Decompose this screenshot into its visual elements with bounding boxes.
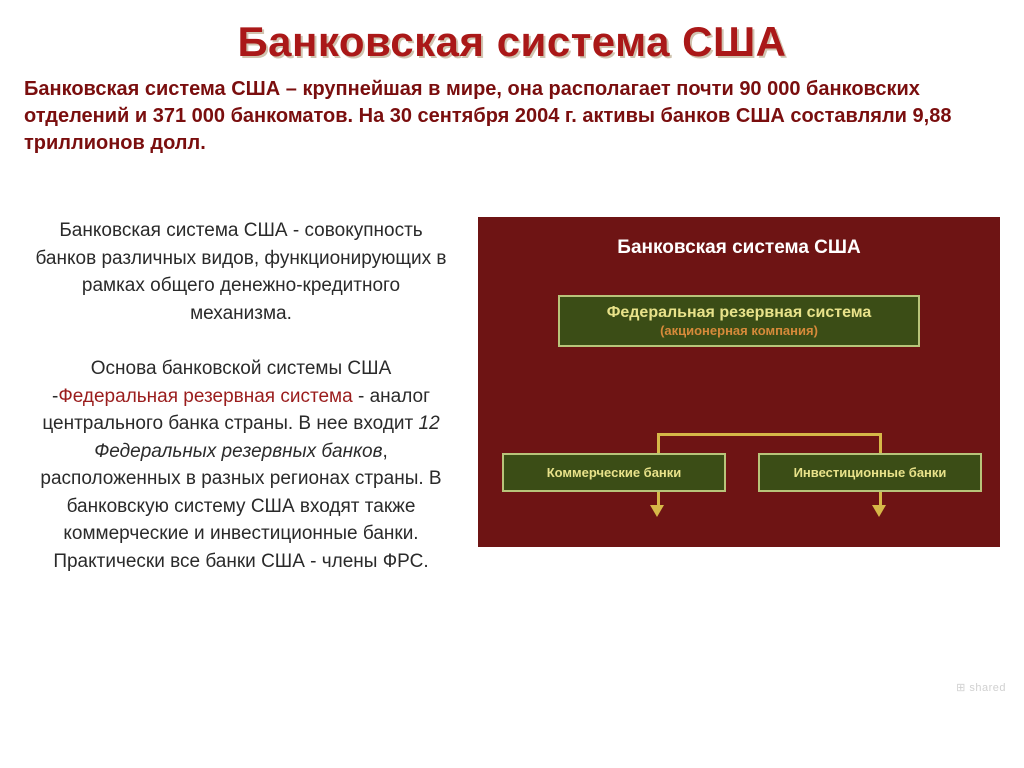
definition-paragraph: Банковская система США - совокупность ба… bbox=[30, 217, 452, 327]
left-column: Банковская система США - совокупность ба… bbox=[0, 217, 470, 604]
box-top-main: Федеральная резервная система bbox=[568, 303, 910, 323]
box-top-sub: (акционерная компания) bbox=[568, 323, 910, 339]
diagram-title: Банковская система США bbox=[492, 237, 986, 259]
content-row: Банковская система США - совокупность ба… bbox=[0, 157, 1024, 604]
watermark: ⊞ shared bbox=[956, 681, 1006, 694]
slide-title: Банковская система США bbox=[0, 0, 1024, 66]
box-investment-banks: Инвестиционные банки bbox=[758, 453, 982, 492]
diagram: Банковская система США Федеральная резер… bbox=[478, 217, 1000, 547]
frs-highlight: Федеральная резервная система bbox=[58, 386, 352, 407]
intro-paragraph: Банковская система США – крупнейшая в ми… bbox=[0, 66, 1024, 157]
diagram-container: Банковская система США Федеральная резер… bbox=[478, 217, 1000, 547]
box-federal-reserve: Федеральная резервная система (акционерн… bbox=[558, 295, 920, 347]
frs-paragraph: Основа банковской системы США -Федеральн… bbox=[30, 355, 452, 575]
box-commercial-banks: Коммерческие банки bbox=[502, 453, 726, 492]
